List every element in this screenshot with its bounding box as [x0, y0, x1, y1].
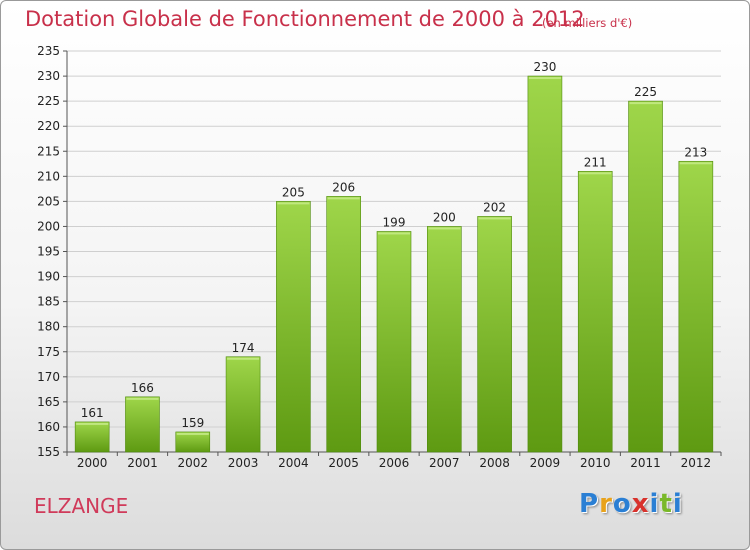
y-tick-label: 205 [37, 194, 60, 208]
proxiti-logo[interactable]: Proxiti [579, 489, 683, 519]
x-tick-label-2006: 2006 [379, 456, 410, 470]
value-label-2005: 206 [332, 180, 355, 194]
bar-rect [477, 216, 512, 453]
bar-highlight [126, 397, 159, 400]
x-tick-label-2009: 2009 [530, 456, 561, 470]
value-label-2001: 166 [131, 381, 154, 395]
chart-title: Dotation Globale de Fonctionnement de 20… [25, 7, 585, 31]
bar-2001 [125, 396, 160, 453]
y-tick-label: 220 [37, 119, 60, 133]
bar-rect [376, 231, 412, 453]
y-tick-label: 210 [37, 169, 60, 183]
bar-rect [577, 171, 613, 453]
value-label-2002: 159 [181, 416, 204, 430]
bar-highlight [579, 172, 612, 175]
x-tick-label-2003: 2003 [228, 456, 259, 470]
commune-name: ELZANGE [34, 494, 129, 518]
bar-rect [527, 75, 563, 453]
value-label-2009: 230 [533, 60, 556, 74]
value-label-2010: 211 [584, 155, 607, 169]
bar-rect [326, 196, 361, 453]
logo-letter: i [672, 489, 683, 519]
x-tick-label-2005: 2005 [328, 456, 359, 470]
bar-2012 [678, 160, 714, 453]
bar-highlight [679, 162, 712, 165]
bar-2004 [276, 201, 311, 453]
bar-2000 [74, 421, 110, 453]
value-labels: 161 166 159 174 205 206 199 200 202 230 211 225 213 [81, 60, 708, 430]
bar-2005 [326, 196, 361, 453]
value-label-2012: 213 [684, 145, 707, 159]
bar-highlight [76, 422, 109, 425]
bar-2008 [477, 216, 512, 453]
bar-rect [74, 421, 110, 453]
x-tick-label-2011: 2011 [630, 456, 661, 470]
bar-highlight [428, 227, 461, 230]
value-label-2004: 205 [282, 185, 305, 199]
chart-unit-subtitle: (en milliers d'€) [542, 16, 633, 30]
bar-2010 [577, 171, 613, 453]
x-tick-label-2007: 2007 [429, 456, 460, 470]
logo-letter: r [599, 489, 613, 519]
y-tick-label: 170 [37, 370, 60, 384]
logo-letter: P [579, 489, 600, 519]
y-tick-label: 200 [37, 219, 60, 233]
x-tick-label-2000: 2000 [77, 456, 108, 470]
bar-rect [225, 356, 261, 453]
bar-2003 [225, 356, 261, 453]
y-tick-label: 190 [37, 270, 60, 284]
y-tick-label: 235 [37, 44, 60, 58]
bar-2007 [427, 226, 462, 453]
bar-highlight [277, 202, 310, 205]
logo-letter: t [659, 489, 673, 519]
value-label-2011: 225 [634, 85, 657, 99]
y-tick-label: 215 [37, 144, 60, 158]
bar-highlight [227, 357, 260, 360]
bar-highlight [378, 232, 410, 235]
bar-rect [427, 226, 462, 453]
bar-rect [175, 431, 211, 453]
x-tick-label-2010: 2010 [580, 456, 611, 470]
bar-2002 [175, 431, 211, 453]
bar-highlight [176, 432, 209, 435]
x-tick-label-2012: 2012 [681, 456, 712, 470]
y-tick-label: 230 [37, 69, 60, 83]
value-label-2008: 202 [483, 200, 506, 214]
y-tick-label: 195 [37, 245, 60, 259]
value-label-2000: 161 [81, 406, 104, 420]
logo-letter: i [649, 489, 660, 519]
x-tick-label-2002: 2002 [177, 456, 208, 470]
bar-highlight [327, 197, 360, 200]
logo-letter: o [612, 489, 632, 519]
x-tick-label-2008: 2008 [479, 456, 510, 470]
value-label-2006: 199 [383, 215, 406, 229]
bar-2006 [376, 231, 412, 453]
bar-highlight [629, 102, 662, 105]
bar-rect [678, 160, 714, 453]
bar-2009 [527, 75, 563, 453]
bar-rect [276, 201, 311, 453]
bar-rect [125, 396, 160, 453]
y-tick-label: 185 [37, 295, 60, 309]
bar-rect [628, 100, 663, 453]
y-tick-label: 160 [37, 420, 60, 434]
x-tick-label-2004: 2004 [278, 456, 309, 470]
bars [74, 75, 714, 453]
value-label-2003: 174 [232, 341, 255, 355]
bar-highlight [478, 217, 511, 220]
value-label-2007: 200 [433, 210, 456, 224]
y-tick-label: 180 [37, 320, 60, 334]
y-tick-label: 155 [37, 445, 60, 459]
y-tick-label: 225 [37, 94, 60, 108]
y-tick-label: 175 [37, 345, 60, 359]
bar-2011 [628, 100, 663, 453]
y-tick-label: 165 [37, 395, 60, 409]
bar-highlight [528, 77, 561, 80]
logo-letter: x [631, 489, 650, 519]
x-tick-label-2001: 2001 [127, 456, 158, 470]
